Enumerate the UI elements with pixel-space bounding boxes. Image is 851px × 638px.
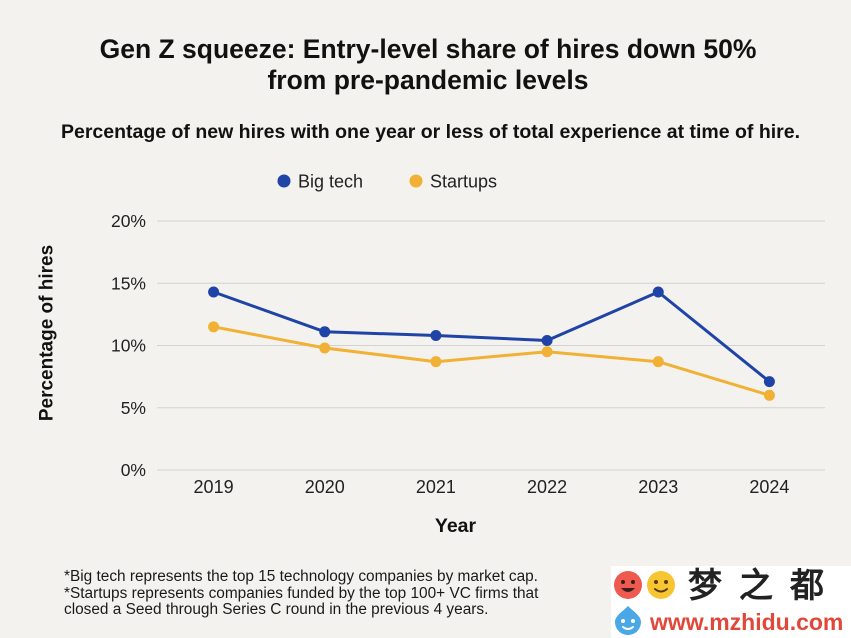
startups-point-2019 bbox=[208, 321, 220, 333]
red-face-eye bbox=[631, 580, 635, 584]
blue-face-eye bbox=[631, 619, 635, 623]
big-tech-line bbox=[212, 290, 771, 384]
startups-line bbox=[212, 325, 771, 397]
chart-subtitle: Percentage of new hires with one year or… bbox=[60, 121, 801, 143]
blue-face-eye bbox=[621, 619, 625, 623]
red-face-body bbox=[614, 571, 642, 599]
x-tick-label: 2021 bbox=[416, 477, 456, 497]
y-tick-label: 5% bbox=[121, 398, 146, 418]
y-axis-label: Percentage of hires bbox=[37, 245, 58, 421]
yellow-face-eye bbox=[654, 580, 658, 584]
y-tick-label: 0% bbox=[121, 460, 146, 480]
yellow-face-mouth bbox=[654, 588, 668, 593]
x-tick-label: 2022 bbox=[527, 477, 567, 497]
watermark-url: www.mzhidu.com bbox=[650, 609, 844, 635]
red-face-eye bbox=[621, 580, 625, 584]
y-tick-label: 20% bbox=[111, 211, 146, 231]
startups-point-2021 bbox=[430, 356, 442, 368]
footnote-big-tech: *Big tech represents the top 15 technolo… bbox=[64, 568, 538, 585]
yellow-face-eye bbox=[664, 580, 668, 584]
watermark-brand: 梦之都 bbox=[688, 567, 841, 605]
legend-marker-big-tech bbox=[277, 174, 291, 188]
big-tech-point-2022 bbox=[541, 335, 553, 347]
big-tech-point-2021 bbox=[430, 330, 442, 342]
x-tick-label: 2024 bbox=[749, 477, 789, 497]
legend-marker-startups bbox=[409, 174, 423, 188]
big-tech-series bbox=[208, 286, 775, 388]
big-tech-point-2024 bbox=[763, 376, 775, 388]
big-tech-point-2019 bbox=[208, 286, 220, 298]
footnotes: *Big tech represents the top 15 technolo… bbox=[64, 568, 564, 619]
y-tick-label: 10% bbox=[111, 336, 146, 356]
x-tick-label: 2020 bbox=[305, 477, 345, 497]
startups-point-2020 bbox=[319, 342, 331, 354]
legend-item-big-tech: Big tech bbox=[277, 172, 363, 192]
legend-label-startups: Startups bbox=[430, 172, 497, 192]
y-tick-label: 15% bbox=[111, 273, 146, 293]
x-tick-label: 2019 bbox=[194, 477, 234, 497]
legend: Big tech Startups bbox=[277, 172, 497, 192]
footnote-startups: *Startups represents companies funded by… bbox=[64, 584, 539, 619]
red-face-mouth bbox=[621, 588, 635, 592]
series-layer bbox=[208, 286, 775, 401]
chart-title: Gen Z squeeze: Entry-level share of hire… bbox=[99, 34, 757, 95]
red-face-icon bbox=[614, 571, 642, 599]
startups-point-2024 bbox=[763, 389, 775, 401]
big-tech-point-2020 bbox=[319, 326, 331, 338]
x-tick-label: 2023 bbox=[638, 477, 678, 497]
legend-item-startups: Startups bbox=[409, 172, 497, 192]
blue-face-mouth bbox=[622, 626, 634, 630]
yellow-face-icon bbox=[647, 571, 675, 599]
blue-face-icon bbox=[615, 606, 641, 635]
legend-label-big-tech: Big tech bbox=[298, 172, 363, 192]
watermark-logo bbox=[614, 571, 675, 635]
startups-point-2022 bbox=[541, 346, 553, 358]
axes-and-grid: 0% 5% 10% 15% 20% 2019 2020 2021 2022 2023 2024 bbox=[111, 211, 825, 497]
watermark: 梦之都 www.mzhidu.com bbox=[611, 566, 851, 638]
startups-series bbox=[208, 321, 775, 401]
yellow-face-body bbox=[647, 571, 675, 599]
x-axis-label: Year bbox=[435, 515, 477, 537]
startups-point-2023 bbox=[652, 356, 664, 368]
big-tech-point-2023 bbox=[652, 286, 664, 298]
blue-face-body bbox=[615, 606, 641, 635]
